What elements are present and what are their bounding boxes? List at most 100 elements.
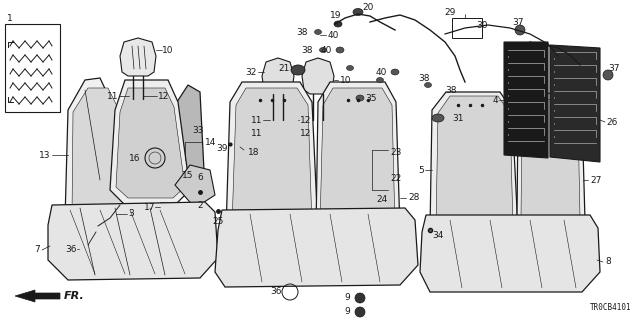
- Text: 40: 40: [321, 45, 332, 54]
- Text: 2: 2: [197, 201, 203, 210]
- Bar: [300, 132, 307, 137]
- Text: 5: 5: [419, 165, 424, 174]
- Text: 33: 33: [192, 125, 204, 134]
- Ellipse shape: [314, 29, 321, 35]
- Text: 38: 38: [301, 45, 313, 54]
- Polygon shape: [116, 88, 185, 198]
- Text: 7: 7: [35, 245, 40, 254]
- Bar: [280, 119, 287, 124]
- Bar: [160, 202, 168, 207]
- Polygon shape: [215, 208, 418, 287]
- Text: 9: 9: [344, 293, 350, 302]
- Ellipse shape: [291, 65, 305, 75]
- Text: 36: 36: [271, 287, 282, 297]
- Polygon shape: [550, 45, 600, 162]
- Polygon shape: [65, 78, 128, 235]
- Polygon shape: [430, 92, 518, 246]
- Text: 15: 15: [182, 171, 193, 180]
- Text: 13: 13: [38, 150, 50, 159]
- Text: 29: 29: [444, 7, 456, 17]
- Text: TR0CB4101: TR0CB4101: [590, 303, 632, 312]
- Polygon shape: [232, 88, 312, 238]
- Text: 28: 28: [408, 194, 419, 203]
- Text: 31: 31: [452, 114, 463, 123]
- Circle shape: [355, 293, 365, 303]
- Text: 9: 9: [344, 308, 350, 316]
- Ellipse shape: [356, 95, 364, 101]
- Polygon shape: [262, 58, 294, 94]
- Text: 11: 11: [250, 116, 262, 124]
- Text: 27: 27: [590, 175, 602, 185]
- Bar: [88, 224, 100, 232]
- Text: 12: 12: [158, 92, 170, 100]
- Text: 26: 26: [606, 117, 618, 126]
- Text: 12: 12: [300, 116, 312, 124]
- Text: 16: 16: [129, 154, 140, 163]
- Bar: [130, 93, 135, 99]
- Text: 8: 8: [605, 258, 611, 267]
- Circle shape: [355, 307, 365, 317]
- Polygon shape: [517, 92, 585, 238]
- Bar: [137, 93, 142, 99]
- Polygon shape: [110, 80, 190, 205]
- Text: 40: 40: [328, 30, 339, 39]
- Circle shape: [603, 70, 613, 80]
- Text: 37: 37: [512, 18, 524, 27]
- Text: 39: 39: [216, 143, 228, 153]
- Ellipse shape: [336, 47, 344, 53]
- Text: 14: 14: [205, 138, 216, 147]
- Polygon shape: [175, 165, 215, 208]
- Text: 21: 21: [278, 63, 290, 73]
- Ellipse shape: [432, 114, 444, 122]
- Text: 19: 19: [330, 11, 342, 20]
- Polygon shape: [320, 88, 395, 238]
- Ellipse shape: [391, 69, 399, 75]
- Bar: [290, 132, 297, 137]
- Bar: [452, 18, 482, 38]
- Text: 12: 12: [300, 129, 312, 138]
- Text: FR.: FR.: [64, 291, 84, 301]
- Bar: [270, 119, 277, 124]
- Text: 40: 40: [376, 68, 387, 76]
- Bar: [290, 119, 297, 124]
- Bar: [5, 24, 60, 112]
- Polygon shape: [72, 88, 130, 228]
- Text: 34: 34: [432, 231, 444, 241]
- Text: 11: 11: [106, 92, 118, 100]
- Ellipse shape: [353, 9, 363, 15]
- Polygon shape: [420, 215, 600, 292]
- Bar: [130, 103, 135, 109]
- Bar: [280, 132, 287, 137]
- Ellipse shape: [424, 83, 431, 87]
- Polygon shape: [175, 85, 205, 202]
- Text: 3: 3: [128, 210, 134, 219]
- Text: 11: 11: [250, 129, 262, 138]
- Polygon shape: [316, 82, 400, 245]
- Text: 38: 38: [418, 74, 429, 83]
- Ellipse shape: [376, 77, 383, 83]
- Bar: [300, 119, 307, 124]
- Text: 6: 6: [197, 172, 203, 181]
- Text: 20: 20: [362, 3, 373, 12]
- Text: 35: 35: [365, 93, 376, 102]
- Polygon shape: [504, 42, 548, 158]
- Polygon shape: [48, 202, 218, 280]
- Text: 1: 1: [7, 13, 13, 22]
- Text: 25: 25: [212, 217, 224, 226]
- Text: 30: 30: [476, 20, 488, 29]
- Text: 17: 17: [143, 203, 155, 212]
- Polygon shape: [226, 82, 318, 245]
- Ellipse shape: [346, 66, 353, 70]
- Text: 18: 18: [248, 148, 259, 156]
- Text: 37: 37: [608, 63, 620, 73]
- Polygon shape: [302, 58, 334, 94]
- Text: 10: 10: [162, 45, 173, 54]
- Bar: [137, 103, 142, 109]
- Text: 32: 32: [246, 68, 257, 76]
- Polygon shape: [436, 96, 513, 239]
- Ellipse shape: [319, 47, 326, 52]
- Text: 23: 23: [390, 148, 401, 156]
- Polygon shape: [521, 98, 580, 232]
- Text: 10: 10: [340, 76, 351, 84]
- Bar: [270, 132, 277, 137]
